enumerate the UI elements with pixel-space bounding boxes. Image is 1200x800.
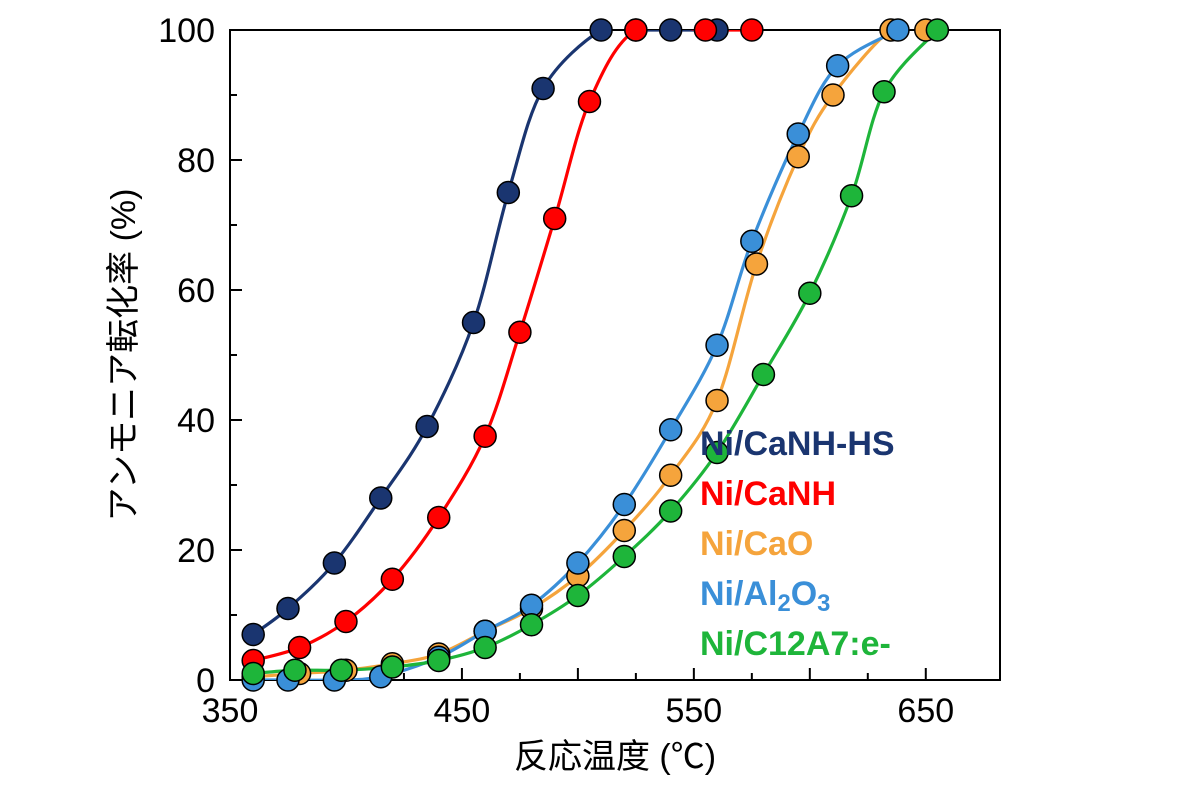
xtick-label: 650: [897, 692, 954, 730]
data-marker: [381, 656, 403, 678]
legend-label: Ni/CaO: [700, 525, 813, 563]
legend-label: Ni/CaNH: [700, 475, 836, 513]
ammonia-conversion-chart: 350450550650020406080100反応温度 (℃)アンモニア転化率…: [0, 0, 1200, 800]
data-marker: [706, 334, 728, 356]
data-marker: [660, 500, 682, 522]
xtick-label: 450: [434, 692, 491, 730]
data-marker: [590, 19, 612, 41]
data-marker: [660, 464, 682, 486]
xtick-label: 550: [665, 692, 722, 730]
data-marker: [613, 494, 635, 516]
data-marker: [706, 390, 728, 412]
y-axis-label: アンモニア転化率 (%): [105, 189, 143, 522]
data-marker: [428, 507, 450, 529]
data-marker: [694, 19, 716, 41]
data-marker: [926, 19, 948, 41]
legend-label: Ni/Al2O3: [700, 575, 830, 617]
legend-label: Ni/CaNH-HS: [700, 425, 895, 463]
ytick-label: 60: [177, 272, 215, 310]
data-marker: [381, 568, 403, 590]
data-marker: [567, 585, 589, 607]
data-marker: [242, 624, 264, 646]
data-marker: [613, 520, 635, 542]
data-marker: [474, 637, 496, 659]
data-marker: [277, 598, 299, 620]
data-marker: [741, 230, 763, 252]
data-marker: [567, 552, 589, 574]
data-marker: [532, 78, 554, 100]
ytick-label: 80: [177, 142, 215, 180]
data-marker: [544, 208, 566, 230]
data-marker: [335, 611, 357, 633]
data-marker: [330, 659, 352, 681]
data-marker: [887, 19, 909, 41]
ytick-label: 20: [177, 532, 215, 570]
data-marker: [799, 282, 821, 304]
data-marker: [625, 19, 647, 41]
data-marker: [497, 182, 519, 204]
data-marker: [521, 594, 543, 616]
ytick-label: 40: [177, 402, 215, 440]
data-marker: [521, 614, 543, 636]
data-marker: [416, 416, 438, 438]
ytick-label: 0: [196, 662, 215, 700]
data-marker: [463, 312, 485, 334]
data-marker: [745, 253, 767, 275]
data-marker: [741, 19, 763, 41]
data-marker: [578, 91, 600, 113]
data-marker: [284, 659, 306, 681]
data-marker: [323, 552, 345, 574]
data-marker: [787, 123, 809, 145]
data-marker: [841, 185, 863, 207]
data-marker: [289, 637, 311, 659]
data-marker: [660, 419, 682, 441]
data-marker: [787, 146, 809, 168]
data-marker: [242, 663, 264, 685]
data-marker: [660, 19, 682, 41]
data-marker: [474, 425, 496, 447]
legend-label: Ni/C12A7:e-: [700, 625, 891, 663]
data-marker: [752, 364, 774, 386]
x-axis-label: 反応温度 (℃): [514, 738, 716, 776]
data-marker: [370, 487, 392, 509]
data-marker: [827, 55, 849, 77]
data-marker: [822, 84, 844, 106]
data-marker: [613, 546, 635, 568]
data-marker: [873, 81, 895, 103]
chart-container: 350450550650020406080100反応温度 (℃)アンモニア転化率…: [0, 0, 1200, 800]
data-marker: [428, 650, 450, 672]
data-marker: [509, 321, 531, 343]
ytick-label: 100: [158, 12, 215, 50]
